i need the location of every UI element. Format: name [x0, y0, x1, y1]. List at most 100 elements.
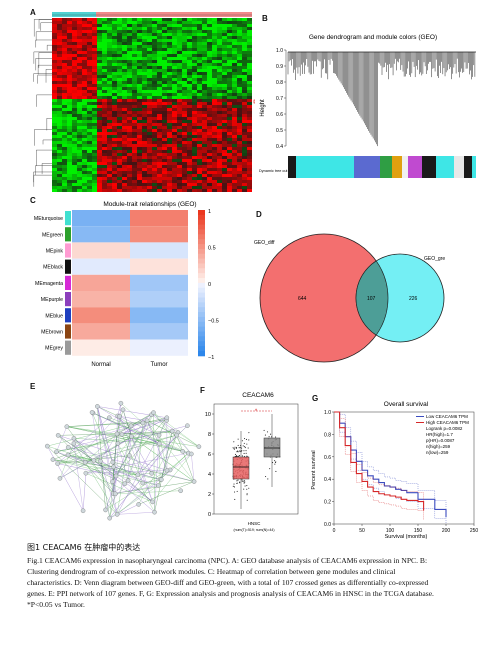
heatmap-cell	[237, 60, 242, 63]
scatter-point	[244, 485, 246, 487]
heatmap-cell	[197, 36, 202, 39]
heatmap-cell	[182, 81, 187, 84]
heatmap-cell	[202, 18, 207, 21]
heatmap-cell	[132, 18, 137, 21]
heatmap-cell	[137, 51, 142, 54]
heatmap-cell	[152, 105, 157, 108]
heatmap-cell	[192, 165, 197, 168]
heatmap-cell	[142, 96, 147, 99]
caption-chinese: 图1 CEACAM6 在肿瘤中的表达	[27, 543, 141, 552]
heatmap-cell	[82, 111, 87, 114]
heatmap-cell	[192, 87, 197, 90]
heatmap-cell	[157, 24, 162, 27]
heatmap-cell	[82, 78, 87, 81]
caption-line-2: Clustering dendrogram of co-expression n…	[27, 567, 396, 576]
heatmap-cell	[242, 96, 247, 99]
heatmap-cell	[227, 66, 232, 69]
network-edge	[58, 435, 117, 477]
heatmap-cell	[117, 51, 122, 54]
heatmap-cell	[177, 39, 182, 42]
heatmap-cell	[57, 42, 62, 45]
heatmap-cell	[127, 138, 132, 141]
heatmap-cell	[162, 147, 167, 150]
heatmap-cell	[92, 63, 97, 66]
heatmap-cell	[197, 123, 202, 126]
heatmap-cell	[127, 45, 132, 48]
heatmap-cell	[212, 93, 217, 96]
heatmap-cell	[207, 186, 212, 189]
heatmap-cell	[157, 63, 162, 66]
heatmap-cell	[127, 87, 132, 90]
network-edge	[160, 453, 189, 480]
heatmap-cell	[157, 45, 162, 48]
heatmap-cell	[67, 108, 72, 111]
heatmap-cell	[67, 162, 72, 165]
heatmap-cell	[82, 174, 87, 177]
heatmap-cell	[147, 129, 152, 132]
heatmap-cell	[192, 126, 197, 129]
heatmap-cell	[57, 144, 62, 147]
heatmap-cell	[107, 57, 112, 60]
heatmap-cell	[172, 144, 177, 147]
heatmap-cell	[247, 108, 252, 111]
heatmap-cell	[187, 156, 192, 159]
heatmap-cell	[67, 42, 72, 45]
scatter-point	[236, 451, 238, 453]
heatmap-cell	[182, 141, 187, 144]
heatmap-cell	[202, 129, 207, 132]
heatmap-cell	[217, 117, 222, 120]
heatmap-cell	[107, 75, 112, 78]
trait-cell	[72, 210, 130, 227]
heatmap-cell	[107, 162, 112, 165]
heatmap-cell	[202, 165, 207, 168]
heatmap-cell	[132, 111, 137, 114]
heatmap-cell	[87, 69, 92, 72]
heatmap-cell	[137, 144, 142, 147]
heatmap-cell	[187, 30, 192, 33]
heatmap-cell	[202, 117, 207, 120]
heatmap-cell	[52, 27, 57, 30]
heatmap-cell	[227, 24, 232, 27]
heatmap-cell	[237, 75, 242, 78]
heatmap-cell	[172, 24, 177, 27]
heatmap-cell	[92, 189, 97, 192]
network-edge	[117, 443, 129, 481]
heatmap-cell	[102, 123, 107, 126]
heatmap-cell	[212, 39, 217, 42]
heatmap-cell	[82, 147, 87, 150]
heatmap-cell	[57, 78, 62, 81]
heatmap-cell	[157, 18, 162, 21]
heatmap-cell	[127, 96, 132, 99]
heatmap-cell	[62, 45, 67, 48]
heatmap-cell	[77, 156, 82, 159]
heatmap-cell	[187, 87, 192, 90]
heatmap-cell	[167, 42, 172, 45]
heatmap-cell	[97, 105, 102, 108]
heatmap-cell	[102, 45, 107, 48]
heatmap-cell	[242, 141, 247, 144]
heatmap-cell	[87, 111, 92, 114]
heatmap-cell	[167, 75, 172, 78]
heatmap-cell	[142, 66, 147, 69]
heatmap-cell	[182, 30, 187, 33]
heatmap-cell	[87, 75, 92, 78]
network-edge	[112, 422, 144, 463]
heatmap-cell	[72, 186, 77, 189]
network-node	[110, 459, 116, 465]
heatmap-cell	[152, 72, 157, 75]
heatmap-cell	[72, 111, 77, 114]
heatmap-cell	[147, 99, 152, 102]
heatmap-cell	[67, 144, 72, 147]
scatter-point	[243, 480, 246, 482]
heatmap-cell	[222, 174, 227, 177]
heatmap-cell	[247, 177, 252, 180]
heatmap-cell	[127, 189, 132, 192]
heatmap-cell	[132, 24, 137, 27]
heatmap-cell	[117, 180, 122, 183]
heatmap-cell	[77, 57, 82, 60]
heatmap-cell	[62, 147, 67, 150]
heatmap-cell	[222, 63, 227, 66]
confidence-lower	[334, 411, 424, 520]
scatter-point	[265, 475, 267, 478]
heatmap-cell	[152, 78, 157, 81]
